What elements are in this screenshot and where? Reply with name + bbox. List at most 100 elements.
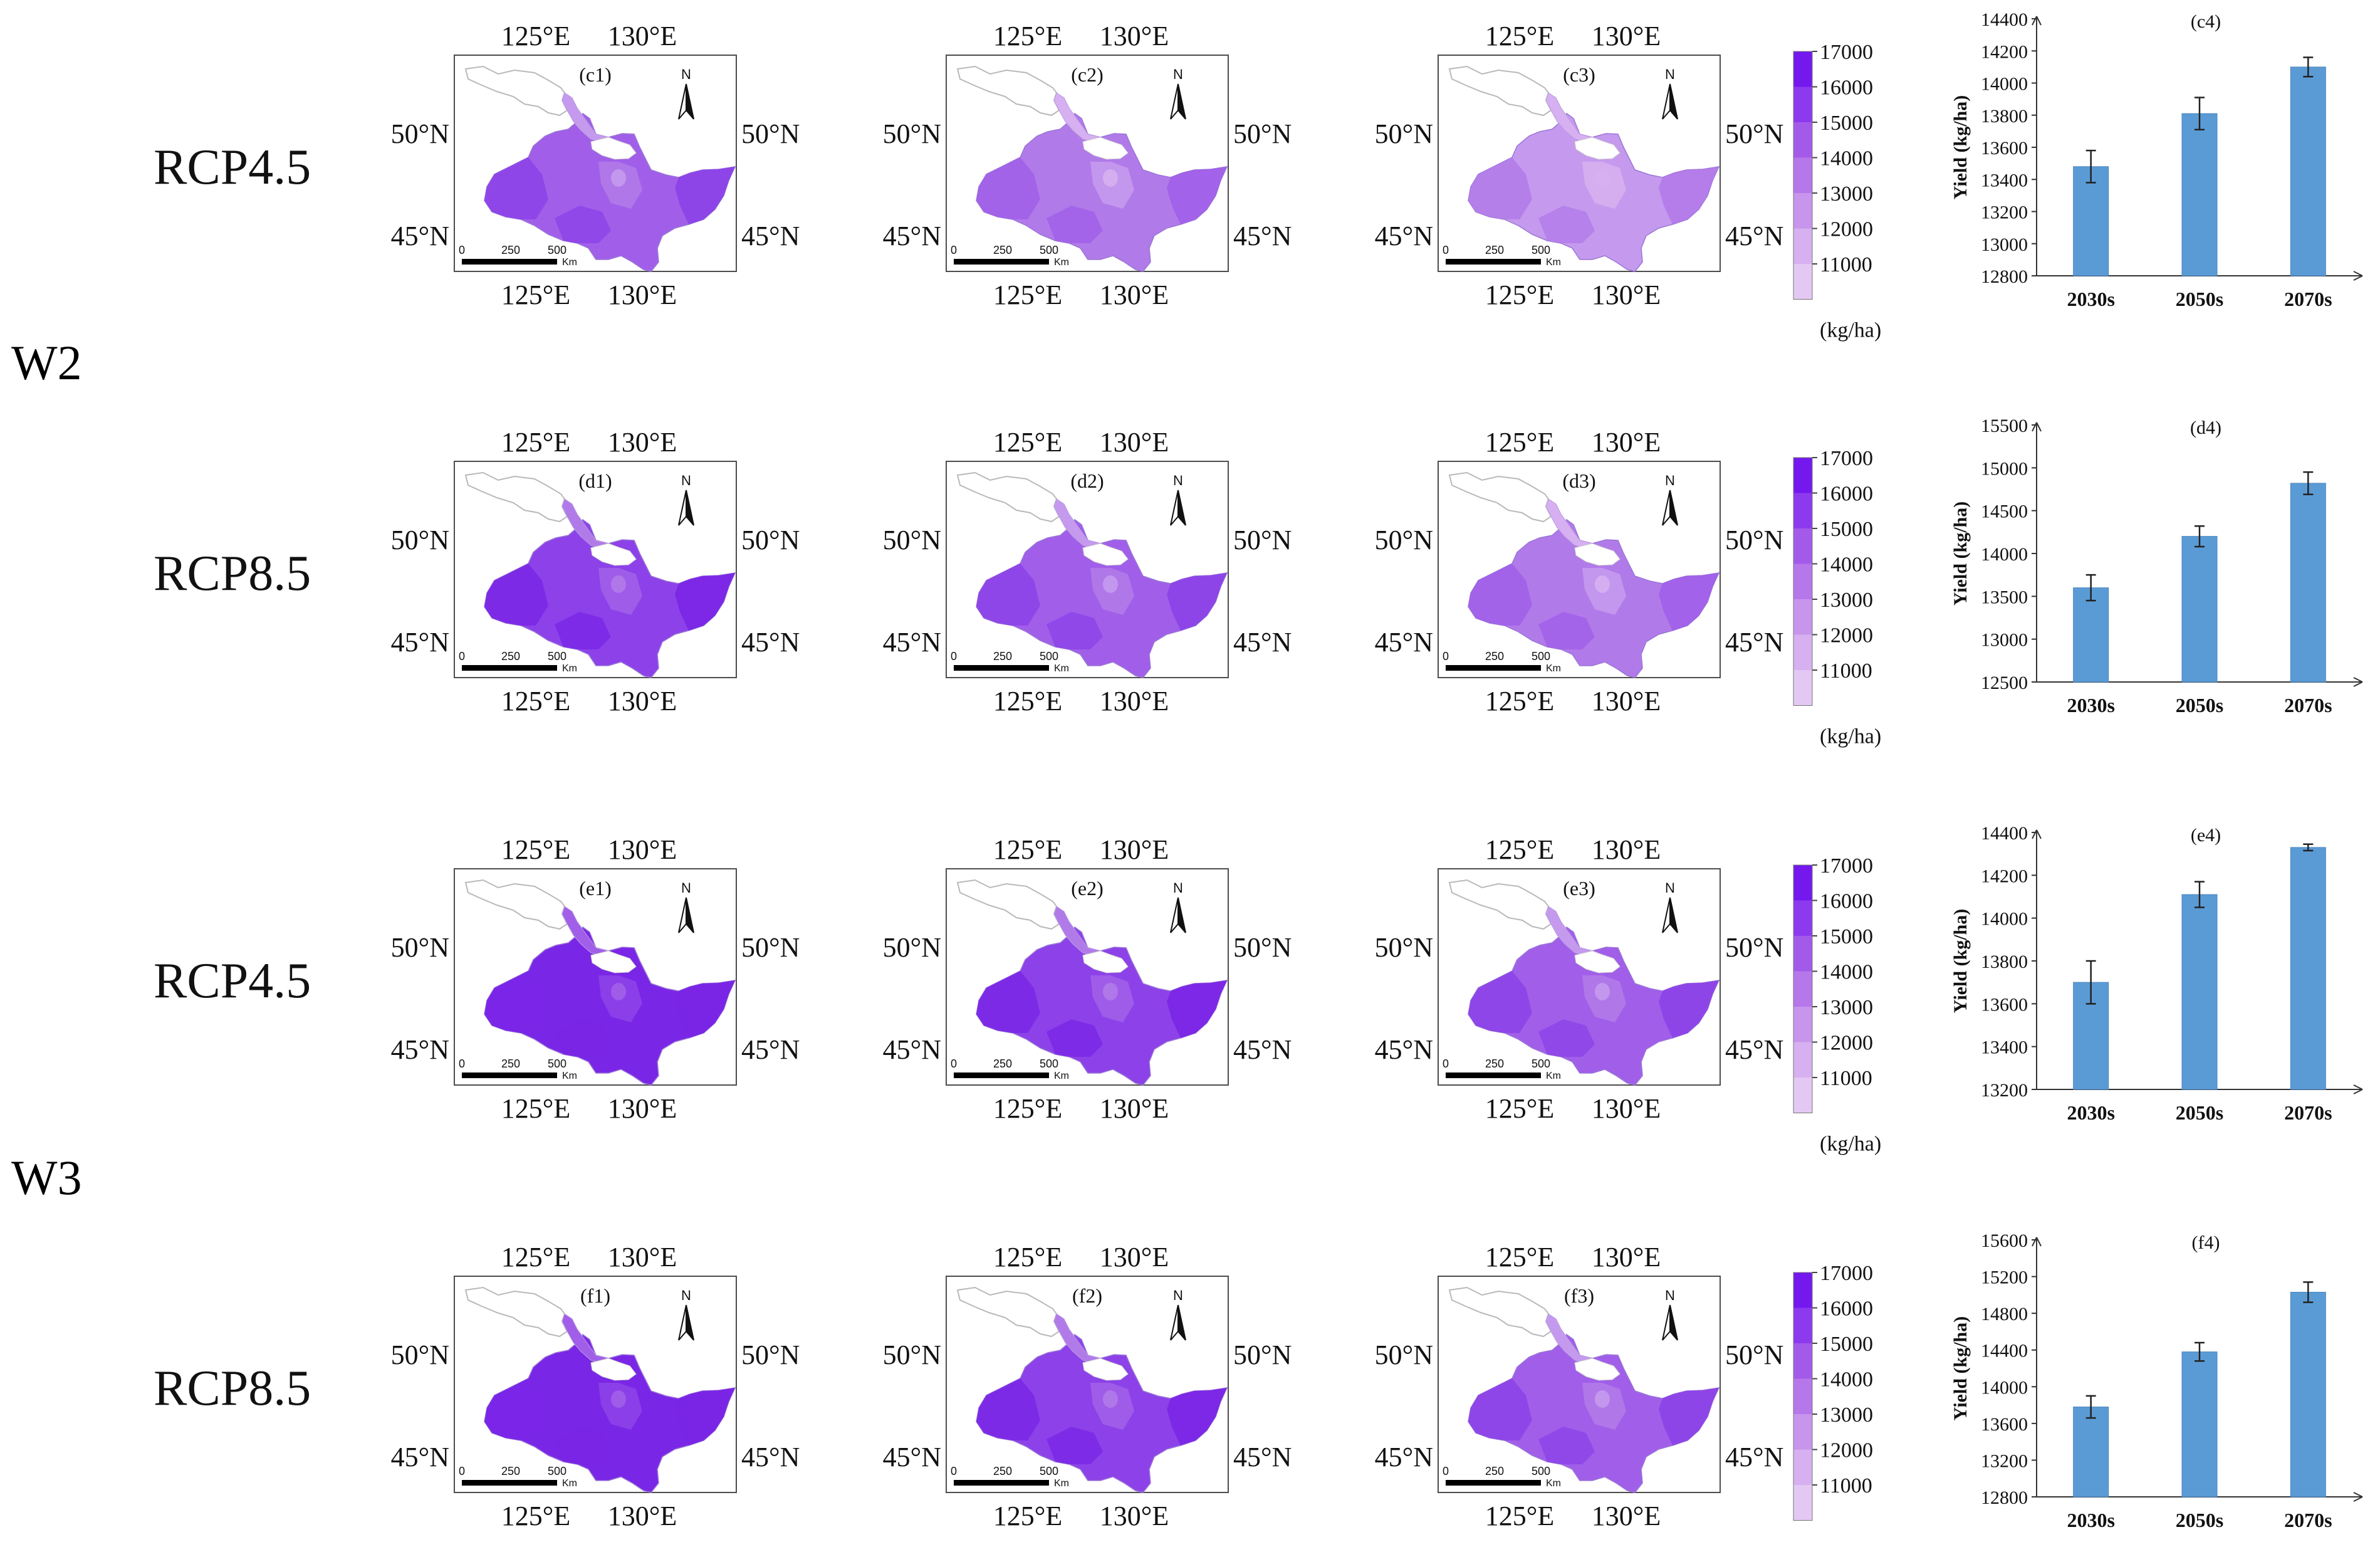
- legend-tick-label: 14000: [1820, 1368, 1873, 1392]
- legend-tick-label: 13000: [1820, 589, 1873, 612]
- north-label: N: [1665, 880, 1675, 896]
- scale-bar: [954, 1480, 1049, 1486]
- yield-zone-south: [1538, 1019, 1595, 1057]
- lon-label-bottom: 125°E: [993, 686, 1062, 716]
- north-arrow-right: [1177, 83, 1186, 120]
- yield-zone-south: [1046, 1427, 1103, 1464]
- lat-label-right: 45°N: [1725, 1034, 1783, 1065]
- scale-unit: Km: [1546, 1071, 1561, 1081]
- lon-label-bottom: 130°E: [1100, 686, 1169, 716]
- north-arrow-icon: [678, 1304, 694, 1341]
- bar-chart-2: 13200 13400 13600 13800 14000 14200 14400 Yield…: [1950, 823, 2363, 1124]
- scale-tick: 0: [459, 1465, 465, 1477]
- scale-tick: 500: [1532, 1057, 1550, 1070]
- lat-label-left: 45°N: [391, 221, 449, 251]
- x-tick-label: 2070s: [2284, 1509, 2332, 1531]
- scale-bar: [1446, 259, 1541, 265]
- legend-tick-label: 17000: [1820, 854, 1873, 878]
- y-tick-label: 14200: [1981, 866, 2028, 886]
- legend-tick-label: 12000: [1820, 624, 1873, 648]
- map-body: [1448, 65, 1720, 272]
- legend-color-step: [1793, 1042, 1812, 1078]
- legend-color-step: [1793, 1007, 1812, 1042]
- lat-label-right: 50°N: [741, 932, 800, 963]
- y-tick-label: 13400: [1981, 1037, 2028, 1058]
- yield-zone-core: [1103, 983, 1118, 1000]
- yield-zone-west: [484, 157, 548, 219]
- scale-unit: Km: [1546, 1478, 1561, 1489]
- lon-label-top: 125°E: [993, 1242, 1062, 1272]
- y-tick-label: 14000: [1981, 544, 2028, 565]
- y-tick-label: 13500: [1981, 587, 2028, 607]
- lat-label-right: 50°N: [1725, 118, 1783, 149]
- lon-label-top: 130°E: [1592, 1242, 1661, 1272]
- scale-bar: [462, 665, 557, 671]
- lon-label-bottom: 125°E: [993, 1501, 1062, 1531]
- scale-tick: 250: [993, 650, 1012, 663]
- bar-2050s: [2181, 894, 2218, 1090]
- y-axis-arrow-icon: [2032, 829, 2042, 839]
- non-crop-area: [1082, 950, 1129, 973]
- scale-tick: 250: [1485, 1465, 1504, 1477]
- scale-unit: Km: [562, 663, 577, 674]
- lon-label-bottom: 125°E: [1485, 1501, 1554, 1531]
- lat-label-left: 50°N: [1375, 932, 1433, 963]
- lat-label-left: 50°N: [883, 118, 941, 149]
- lon-label-top: 125°E: [993, 21, 1062, 51]
- y-tick-label: 14000: [1981, 909, 2028, 930]
- yield-zone-south: [555, 612, 611, 649]
- y-tick-label: 14400: [1981, 823, 2028, 844]
- north-arrow-icon: [1170, 897, 1186, 933]
- map-body: [956, 1286, 1228, 1493]
- yield-zone-west: [976, 564, 1040, 626]
- yield-zone-core: [1595, 575, 1610, 593]
- legend-tick-label: 13000: [1820, 182, 1873, 206]
- yield-zone-east: [1167, 573, 1227, 631]
- y-tick-label: 15600: [1981, 1230, 2028, 1251]
- map-panel-label: (d1): [578, 469, 612, 492]
- legend-color-step: [1793, 971, 1812, 1007]
- lat-label-right: 45°N: [1233, 1034, 1292, 1065]
- lon-label-bottom: 130°E: [608, 686, 677, 716]
- lon-label-top: 130°E: [1100, 21, 1169, 51]
- legend-tick-label: 16000: [1820, 76, 1873, 100]
- lat-label-left: 45°N: [391, 1442, 449, 1472]
- scale-tick: 0: [1443, 244, 1449, 256]
- yield-zone-south: [1046, 1019, 1103, 1057]
- scenario-label: RCP4.5: [154, 140, 311, 195]
- legend-tick-label: 11000: [1820, 1067, 1872, 1090]
- map-body: [956, 471, 1228, 678]
- bar-2030s: [2073, 587, 2109, 683]
- map-body: [464, 471, 736, 678]
- lat-label-left: 45°N: [883, 627, 941, 658]
- scale-unit: Km: [1054, 1071, 1069, 1081]
- non-crop-area: [590, 137, 637, 160]
- lon-label-top: 125°E: [1485, 427, 1554, 458]
- lat-label-left: 45°N: [883, 1034, 941, 1065]
- lat-label-right: 50°N: [741, 525, 800, 555]
- yield-zone-west: [1468, 564, 1532, 626]
- lat-label-left: 50°N: [883, 932, 941, 963]
- legend-tick-label: 11000: [1820, 1474, 1872, 1497]
- scale-tick: 500: [548, 650, 566, 663]
- y-tick-label: 14400: [1981, 1341, 2028, 1361]
- x-tick-label: 2030s: [2067, 1509, 2114, 1531]
- lon-label-bottom: 125°E: [1485, 686, 1554, 716]
- yield-zone-east: [1659, 1388, 1719, 1445]
- scale-tick: 0: [951, 1465, 957, 1477]
- legend-unit: (kg/ha): [1820, 319, 1881, 342]
- scale-tick: 250: [501, 650, 520, 663]
- lat-label-right: 50°N: [741, 1340, 800, 1370]
- bar-2050s: [2181, 1351, 2218, 1497]
- scale-tick: 500: [1040, 1465, 1058, 1477]
- non-crop-area: [1574, 950, 1621, 973]
- chart-panel-label: (f4): [2192, 1232, 2220, 1253]
- bar-2050s: [2181, 536, 2218, 683]
- legend-tick-label: 17000: [1820, 1262, 1873, 1285]
- legend-color-step: [1793, 865, 1812, 901]
- yield-zone-west: [1468, 1378, 1532, 1440]
- scale-tick: 250: [993, 1465, 1012, 1477]
- legend-color-step: [1793, 493, 1812, 529]
- yield-zone-east: [1167, 1388, 1227, 1445]
- map-panel-label: (e3): [1563, 877, 1595, 900]
